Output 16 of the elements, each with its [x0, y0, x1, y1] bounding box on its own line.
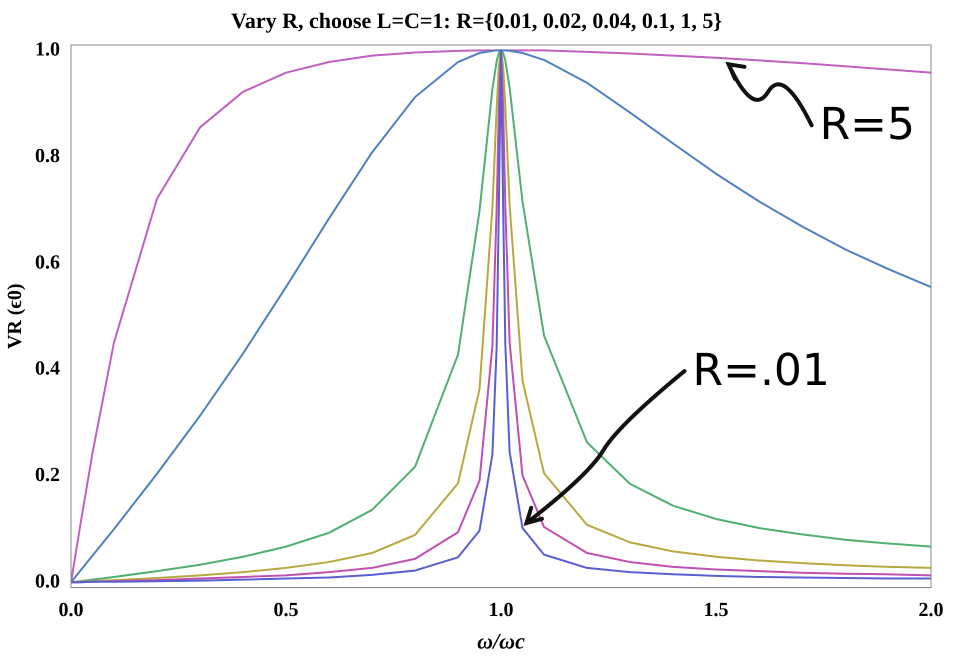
y-tick-label: 0.0 — [35, 570, 60, 592]
x-tick-label: 1.0 — [488, 598, 514, 621]
y-tick-label: 0.8 — [35, 144, 60, 167]
y-tick-label: 1.0 — [35, 38, 60, 60]
annotation: R=5 — [820, 99, 916, 150]
y-tick-label: 0.4 — [35, 358, 60, 380]
y-tick-label: 0.6 — [35, 251, 60, 274]
x-tick-label: 0.5 — [274, 598, 298, 621]
chart-title: Vary R, choose L=C=1: R={0.01, 0.02, 0.04, 0.1, 1, 5} — [230, 8, 724, 34]
x-axis-title: ω/ωc — [477, 628, 526, 654]
x-tick-label: 1.5 — [704, 598, 728, 621]
y-axis-title: VR (ϵ0) — [4, 283, 26, 350]
y-tick-label: 0.2 — [35, 464, 60, 486]
x-tick-label: 2.0 — [918, 598, 944, 621]
x-tick-label: 0.0 — [58, 598, 84, 621]
annotation: R=.01 — [692, 345, 830, 396]
